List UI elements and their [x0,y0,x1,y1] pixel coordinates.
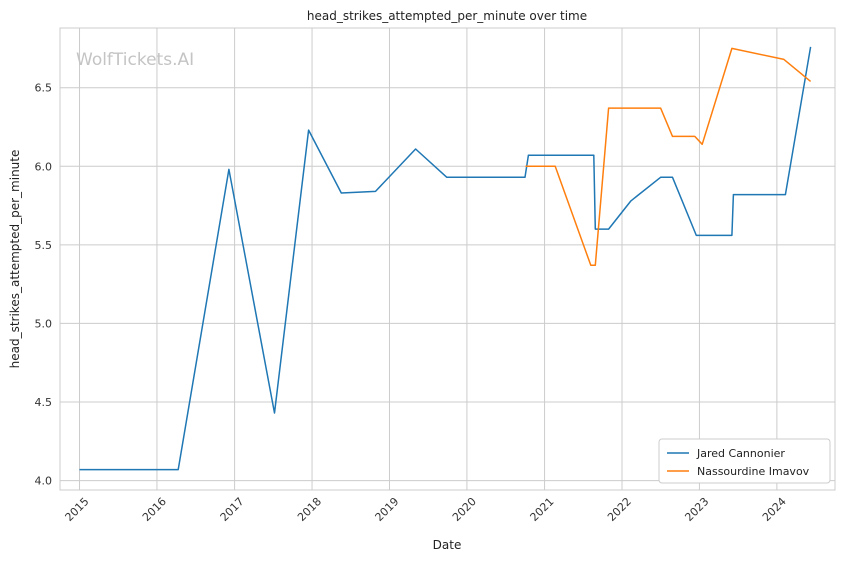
series-line-nassourdine-imavov [525,47,812,267]
plot-frame [59,27,836,491]
y-tick-label: 6.0 [35,160,53,173]
chart-title: head_strikes_attempted_per_minute over t… [307,9,587,23]
legend-box [658,438,831,484]
series-layer [79,46,812,471]
x-tick-label: 2022 [605,495,634,524]
x-tick-label: 2020 [450,495,479,524]
x-tick-label: 2018 [295,495,324,524]
legend-label-jared-cannonier: Jared Cannonier [696,447,785,460]
y-tick-label: 6.5 [35,82,53,95]
x-tick-label: 2015 [63,495,92,524]
y-tick-label: 4.5 [35,396,53,409]
y-tick-label: 5.0 [35,317,53,330]
watermark: WolfTickets.AI [76,50,194,70]
y-tick-label: 4.0 [35,475,53,488]
legend: Jared Cannonier Nassourdine Imavov [658,438,831,484]
x-tick-label: 2019 [373,495,402,524]
x-tick-label: 2017 [218,495,247,524]
y-axis-label: head_strikes_attempted_per_minute [8,150,22,369]
x-tick-label: 2024 [760,495,789,524]
y-tick-label: 5.5 [35,239,53,252]
x-tick-label: 2023 [682,495,711,524]
x-tick-label: 2021 [528,495,557,524]
x-tick-label: 2016 [140,495,169,524]
x-axis-label: Date [433,538,462,552]
series-line-jared-cannonier [79,46,812,471]
legend-label-nassourdine-imavov: Nassourdine Imavov [697,465,810,478]
